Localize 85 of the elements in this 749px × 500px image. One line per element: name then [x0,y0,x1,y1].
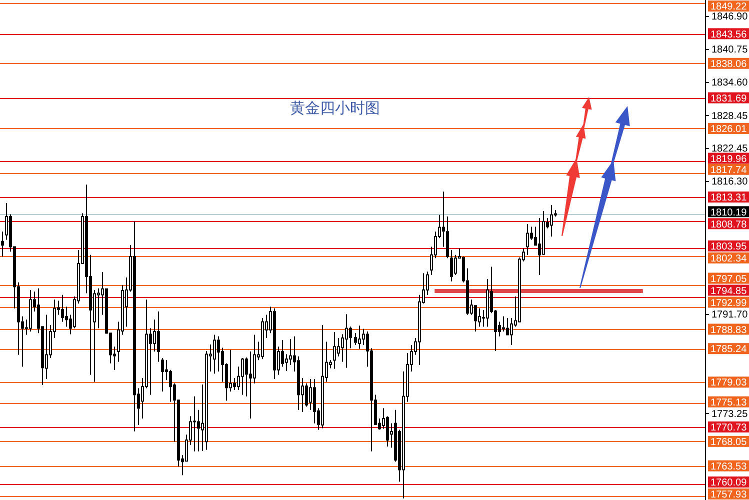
ref-line-label: 1770.73 [710,422,748,434]
ref-line-label: 1785.24 [710,344,748,356]
candlestick [233,377,236,390]
candlestick [229,349,232,392]
candlestick [241,358,244,396]
candlestick [1,231,4,257]
ref-line-label: 1792.99 [710,298,748,309]
candlestick [358,325,361,350]
candlestick [354,332,357,346]
ref-line-label: 1808.78 [710,219,748,230]
y-tick-label: 1816.30 [712,176,748,188]
y-tick-label: 1840.75 [712,44,748,56]
ref-line-label: 1802.34 [710,254,748,265]
candlestick [65,306,68,328]
candlestick [205,350,208,450]
candlestick [313,378,316,424]
candlestick [502,316,505,332]
y-tick-label: 1828.45 [712,110,748,122]
candlestick [249,351,252,419]
y-tick-label: 1846.90 [712,11,748,22]
candlestick [333,332,336,370]
y-tick-label: 1773.25 [712,408,748,420]
candlestick [149,328,152,396]
candlestick [169,369,172,402]
y-tick-label: 1822.45 [712,143,748,154]
ref-line-label: 1775.13 [710,397,748,408]
ref-line-label: 1763.53 [710,461,748,472]
candlestick [193,396,196,452]
candlestick [309,378,312,410]
candlestick [261,318,264,360]
ref-line-label: 1843.56 [710,29,748,40]
candlestick [538,218,541,276]
ref-line-label: 1788.83 [710,324,748,336]
text: 黄金四小时图 [290,100,380,117]
candlestick [133,220,136,432]
candlestick [321,324,324,429]
ref-line-label: 1768.05 [710,437,748,448]
ref-line-label: 1826.01 [710,124,748,136]
candlestick [273,308,276,380]
ref-line-label: 1760.09 [710,478,748,489]
candlestick [161,357,164,392]
candlestick [526,224,529,256]
ref-line-label: 1794.85 [710,286,748,297]
candlestick [454,254,457,276]
candlestick [157,311,160,362]
ref-line-label: 1803.95 [710,242,748,253]
ref-line-label: 1849.22 [710,2,748,13]
candlestick [550,204,553,237]
candlestick [213,334,216,374]
candlestick [281,340,284,368]
ref-line-label: 1813.31 [710,192,748,204]
y-tick-label: 1791.70 [712,309,748,320]
y-tick-label: 1834.60 [712,78,748,89]
candlestick [197,409,200,452]
candlestick [446,216,449,259]
candlestick [486,278,489,328]
candlestick [289,338,292,366]
ref-line-label: 1797.05 [710,274,748,285]
candlestick [345,314,348,368]
candlestick [474,305,477,332]
candlestick [97,288,100,329]
ref-line-label: 1779.03 [710,378,748,389]
ref-line-label: 1817.74 [710,164,748,176]
candlestick [285,354,288,372]
candlestick [61,294,64,322]
candlestick [153,319,156,352]
candlestick [386,416,389,448]
candlestick [245,356,248,397]
ref-line-label: 1819.96 [710,154,748,165]
candlestick [297,356,300,410]
candlestick [337,338,340,357]
candlestick [510,318,513,346]
candlestick [45,314,48,380]
ref-line-label: 1757.93 [710,490,748,500]
candlestick [349,326,352,349]
candlestick [29,289,32,332]
ref-line-label: 1831.69 [710,93,748,104]
ref-line-label: 1810.19 [710,207,748,218]
ref-line-label: 1838.06 [710,58,748,70]
candlestick [305,382,308,408]
candlestick [506,318,509,336]
candlestick [253,334,256,384]
candlestick [217,336,220,372]
candlestick [450,250,453,282]
candlestick [478,308,481,328]
